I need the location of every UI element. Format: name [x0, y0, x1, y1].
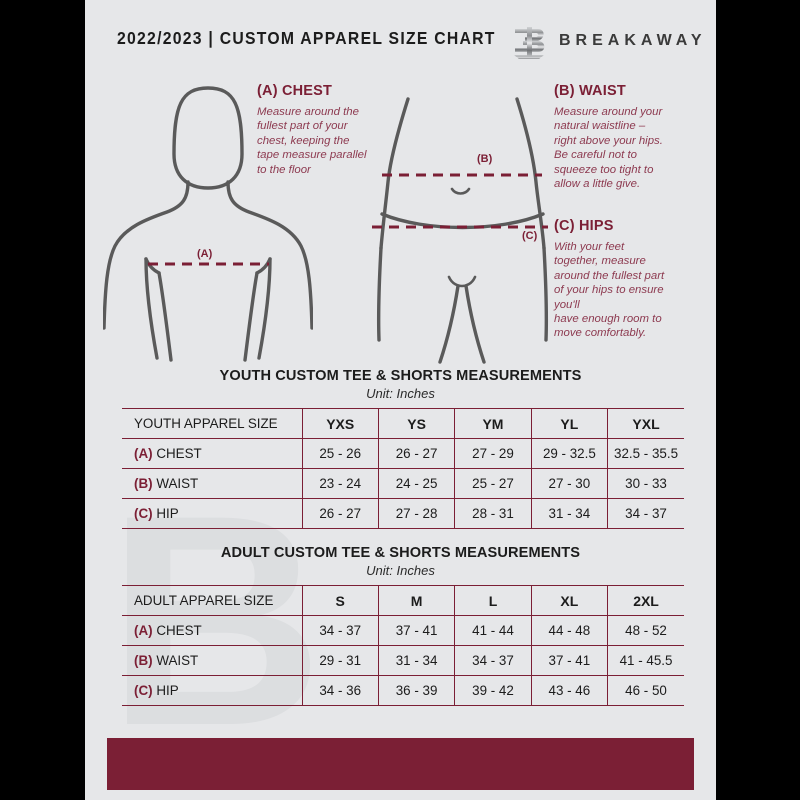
table-header-row: ADULT APPAREL SIZE S M L XL 2XL: [122, 585, 684, 616]
adult-size-table: ADULT APPAREL SIZE S M L XL 2XL (A) CHES…: [122, 585, 684, 706]
youth-hip-yl: 31 - 34: [530, 498, 608, 529]
youth-waist-yl: 27 - 30: [530, 468, 608, 499]
youth-chest-yxl: 32.5 - 35.5: [607, 438, 684, 469]
adult-chest-xl: 44 - 48: [530, 615, 608, 646]
adult-col-2: M: [377, 585, 455, 616]
table-row: (B) WAIST 29 - 31 31 - 34 34 - 37 37 - 4…: [122, 645, 684, 676]
row-tag: (B): [134, 653, 157, 668]
adult-waist-2xl: 41 - 45.5: [607, 645, 684, 676]
table-row: (C) HIP 26 - 27 27 - 28 28 - 31 31 - 34 …: [122, 498, 684, 529]
adult-row-waist-label: (B) WAIST: [122, 645, 302, 676]
adult-col-1: S: [301, 585, 379, 616]
adult-size-table-block: ADULT CUSTOM TEE & SHORTS MEASUREMENTS U…: [85, 545, 716, 706]
youth-row-chest-label: (A) CHEST: [122, 438, 302, 469]
youth-chest-ym: 27 - 29: [454, 438, 532, 469]
size-chart-page: B 2022/2023 | CUSTOM APPAREL SIZE CHART …: [85, 0, 716, 800]
youth-col-2: YS: [377, 408, 455, 439]
note-chest-title: (A) CHEST: [257, 83, 333, 99]
youth-waist-yxs: 23 - 24: [301, 468, 379, 499]
row-name: CHEST: [156, 446, 202, 461]
page-title: 2022/2023 | CUSTOM APPAREL SIZE CHART: [117, 28, 496, 48]
adult-waist-s: 29 - 31: [301, 645, 379, 676]
youth-waist-ym: 25 - 27: [454, 468, 532, 499]
youth-hip-yxl: 34 - 37: [607, 498, 684, 529]
youth-waist-ys: 24 - 25: [377, 468, 455, 499]
row-tag: (A): [134, 623, 157, 638]
adult-hip-xl: 43 - 46: [530, 675, 608, 706]
youth-table-unit: Unit: Inches: [366, 386, 435, 401]
youth-col-3: YM: [454, 408, 532, 439]
note-hips-body: With your feet together, measure around …: [554, 241, 665, 340]
youth-chest-ys: 26 - 27: [377, 438, 455, 469]
adult-table-title: ADULT CUSTOM TEE & SHORTS MEASUREMENTS: [220, 545, 581, 561]
adult-chest-l: 41 - 44: [454, 615, 532, 646]
row-tag: (B): [134, 476, 157, 491]
adult-waist-l: 34 - 37: [454, 645, 532, 676]
row-name: WAIST: [156, 476, 199, 491]
footer-bar: [107, 738, 694, 790]
adult-hip-l: 39 - 42: [454, 675, 532, 706]
adult-waist-xl: 37 - 41: [530, 645, 608, 676]
youth-col-1: YXS: [301, 408, 379, 439]
brand-name: BREAKAWAY: [559, 32, 707, 49]
row-name: HIP: [156, 506, 179, 521]
note-hips-title: (C) HIPS: [554, 218, 614, 234]
youth-table-title: YOUTH CUSTOM TEE & SHORTS MEASUREMENTS: [219, 368, 582, 384]
youth-col-5: YXL: [607, 408, 684, 439]
table-row: (A) CHEST 34 - 37 37 - 41 41 - 44 44 - 4…: [122, 615, 684, 646]
table-row: (B) WAIST 23 - 24 24 - 25 25 - 27 27 - 3…: [122, 468, 684, 499]
adult-hip-s: 34 - 36: [301, 675, 379, 706]
measurement-illustrations: (A) (B): [85, 70, 716, 365]
adult-chest-m: 37 - 41: [377, 615, 455, 646]
breakaway-b-logo-icon: [514, 27, 545, 59]
youth-size-table-block: YOUTH CUSTOM TEE & SHORTS MEASUREMENTS U…: [85, 368, 716, 529]
adult-table-unit: Unit: Inches: [366, 563, 435, 578]
male-waist-hips-outline-icon: [372, 97, 549, 364]
adult-waist-m: 31 - 34: [377, 645, 455, 676]
youth-size-table: YOUTH APPAREL SIZE YXS YS YM YL YXL (A) …: [122, 408, 684, 529]
adult-hip-2xl: 46 - 50: [607, 675, 684, 706]
row-name: CHEST: [156, 623, 202, 638]
waist-dimension-label: (B): [477, 153, 493, 165]
youth-row-hip-label: (C) HIP: [122, 498, 302, 529]
adult-col-label: ADULT APPAREL SIZE: [122, 585, 302, 616]
note-waist-body: Measure around your natural waistline – …: [554, 106, 663, 191]
table-row: (C) HIP 34 - 36 36 - 39 39 - 42 43 - 46 …: [122, 675, 684, 706]
adult-row-hip-label: (C) HIP: [122, 675, 302, 706]
note-chest-body: Measure around the fullest part of your …: [257, 106, 367, 176]
adult-col-5: 2XL: [607, 585, 684, 616]
youth-hip-ys: 27 - 28: [377, 498, 455, 529]
row-tag: (A): [134, 446, 157, 461]
youth-chest-yl: 29 - 32.5: [530, 438, 608, 469]
adult-col-4: XL: [530, 585, 608, 616]
male-torso-front-outline-icon: [103, 86, 313, 362]
note-chest: (A) CHEST Measure around the fullest par…: [257, 83, 417, 177]
adult-chest-s: 34 - 37: [301, 615, 379, 646]
youth-chest-yxs: 25 - 26: [301, 438, 379, 469]
adult-col-3: L: [454, 585, 532, 616]
note-hips: (C) HIPS With your feet together, measur…: [554, 218, 709, 341]
row-tag: (C): [134, 506, 157, 521]
adult-row-chest-label: (A) CHEST: [122, 615, 302, 646]
row-tag: (C): [134, 683, 157, 698]
note-waist-title: (B) WAIST: [554, 83, 626, 99]
row-name: WAIST: [156, 653, 199, 668]
youth-col-4: YL: [530, 408, 608, 439]
adult-hip-m: 36 - 39: [377, 675, 455, 706]
youth-waist-yxl: 30 - 33: [607, 468, 684, 499]
youth-col-label: YOUTH APPAREL SIZE: [122, 408, 302, 439]
page-header: 2022/2023 | CUSTOM APPAREL SIZE CHART BR…: [85, 27, 716, 62]
hips-dimension-label: (C): [522, 230, 538, 242]
table-row: (A) CHEST 25 - 26 26 - 27 27 - 29 29 - 3…: [122, 438, 684, 469]
youth-hip-ym: 28 - 31: [454, 498, 532, 529]
row-name: HIP: [156, 683, 179, 698]
table-header-row: YOUTH APPAREL SIZE YXS YS YM YL YXL: [122, 408, 684, 439]
adult-chest-2xl: 48 - 52: [607, 615, 684, 646]
youth-hip-yxs: 26 - 27: [301, 498, 379, 529]
youth-row-waist-label: (B) WAIST: [122, 468, 302, 499]
note-waist: (B) WAIST Measure around your natural wa…: [554, 83, 706, 191]
chest-dimension-label: (A): [197, 248, 213, 260]
